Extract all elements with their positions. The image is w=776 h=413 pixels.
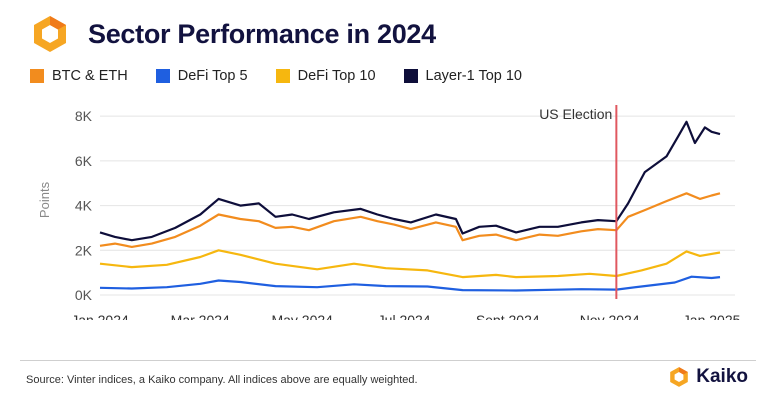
source-note: Source: Vinter indices, a Kaiko company.… [26,374,418,386]
legend-label: Layer-1 Top 10 [425,68,522,84]
footer-divider [20,360,756,361]
series-line [99,120,721,242]
y-tick-label: 6K [75,153,93,169]
x-tick-label: Mar 2024 [171,312,230,320]
logo-hexagon-facet [50,16,66,30]
brand-hexagon-facet [679,367,689,375]
legend-item: BTC & ETH [30,68,128,84]
y-tick-label: 2K [75,242,93,258]
series-line [99,275,721,292]
legend-swatch [30,69,44,83]
legend-swatch [155,69,170,83]
legend-swatch [275,69,290,83]
kaiko-logo-icon [34,16,66,52]
y-axis-label: Points [37,181,52,218]
x-tick-label: May 2024 [271,312,333,320]
brand: Kaiko [668,366,748,388]
series-line [99,192,721,248]
x-tick-label: Nov 2024 [580,312,640,320]
y-tick-label: 4K [75,198,93,214]
y-tick-label: 0K [75,287,93,303]
y-tick-label: 8K [75,108,93,124]
page-title: Sector Performance in 2024 [88,18,436,49]
legend-label: DeFi Top 5 [177,68,248,84]
line-chart: 0K 2K 4K 6K 8K Points Jan 2024 Mar 2024 May 2024… [37,105,741,320]
kaiko-brand-icon [670,367,689,387]
x-tick-label: Jan 2024 [71,312,129,320]
legend-label: DeFi Top 10 [297,68,376,84]
brand-name: Kaiko [696,366,748,387]
brand-hexagon-inner [674,372,684,382]
legend-label: BTC & ETH [52,68,128,84]
legend-item: DeFi Top 10 [275,68,376,84]
x-tick-label: Sept 2024 [476,312,540,320]
chart-legend: BTC & ETH DeFi Top 5 DeFi Top 10 Layer-1 To… [30,68,550,84]
logo-hexagon-inner [42,25,58,43]
x-tick-label: Jul 2024 [378,312,431,320]
event-label: US Election [539,106,612,122]
series-line [99,249,721,279]
x-tick-label: Jan 2025 [683,312,741,320]
legend-item: DeFi Top 5 [155,68,248,84]
header: Sector Performance in 2024 [30,14,436,54]
legend-item: Layer-1 Top 10 [403,68,522,84]
legend-swatch [403,69,418,83]
